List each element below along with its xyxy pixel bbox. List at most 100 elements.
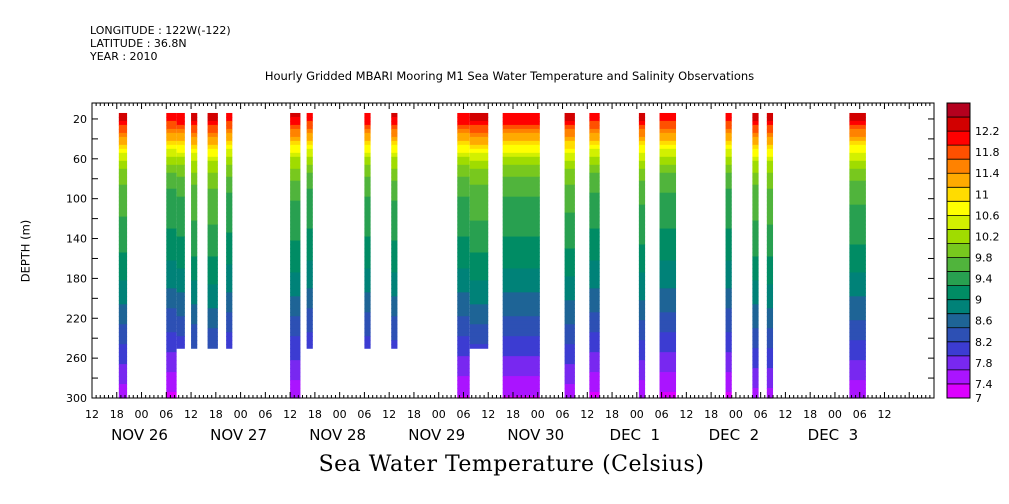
temperature-cell [766, 232, 774, 238]
temperature-cell [725, 252, 732, 258]
temperature-cell [457, 136, 470, 142]
temperature-cell [564, 344, 575, 349]
temperature-cell [638, 308, 646, 313]
temperature-cell [191, 212, 198, 218]
temperature-cell [502, 344, 540, 349]
x-date-label: DEC 3 [808, 426, 859, 444]
temperature-cell [364, 128, 371, 134]
temperature-cell [589, 252, 600, 258]
temperature-cell [766, 216, 774, 222]
colorbar-swatch [947, 341, 970, 357]
temperature-cell [364, 272, 371, 278]
temperature-cell [659, 204, 677, 210]
temperature-cell [766, 364, 774, 369]
temperature-cell [564, 216, 575, 222]
temperature-cell [752, 384, 759, 389]
temperature-cell [290, 248, 301, 254]
temperature-cell [659, 324, 677, 329]
temperature-cell [752, 172, 759, 178]
temperature-cell [589, 128, 600, 134]
temperature-cell [766, 132, 774, 138]
temperature-cell [502, 260, 540, 266]
temperature-cell [191, 328, 198, 333]
temperature-cell [589, 116, 600, 122]
temperature-cell [638, 384, 646, 389]
temperature-cell [752, 380, 759, 385]
temperature-cell [502, 164, 540, 170]
temperature-cell [725, 340, 732, 345]
temperature-cell [364, 284, 371, 289]
temperature-cell [752, 196, 759, 202]
temperature-cell [118, 396, 128, 399]
temperature-cell [564, 284, 575, 289]
colorbar-swatch [947, 299, 970, 315]
temperature-cell [638, 392, 646, 397]
temperature-cell [849, 192, 866, 198]
temperature-cell [502, 232, 540, 238]
temperature-cell [191, 296, 198, 301]
temperature-cell [191, 268, 198, 274]
temperature-cell [226, 304, 233, 309]
temperature-cell [457, 280, 470, 285]
temperature-cell [290, 188, 301, 194]
temperature-cell [391, 320, 398, 325]
temperature-cell [207, 224, 218, 230]
temperature-cell [207, 288, 218, 293]
temperature-cell [564, 168, 575, 174]
temperature-cell [118, 148, 128, 154]
temperature-cell [176, 212, 185, 218]
temperature-cell [725, 336, 732, 341]
temperature-cell [391, 296, 398, 301]
temperature-cell [659, 352, 677, 357]
temperature-cell [457, 268, 470, 274]
temperature-cell [306, 240, 313, 246]
temperature-cell [564, 176, 575, 182]
temperature-cell [469, 268, 489, 274]
temperature-cell [226, 272, 233, 278]
temperature-cell [176, 180, 185, 186]
temperature-cell [766, 260, 774, 266]
x-date-label: DEC 2 [709, 426, 760, 444]
temperature-cell [166, 164, 177, 170]
temperature-cell [364, 184, 371, 190]
temperature-cell [364, 140, 371, 146]
temperature-cell [564, 380, 575, 385]
temperature-cell [849, 116, 866, 122]
temperature-cell [502, 392, 540, 397]
temperature-cell [226, 340, 233, 345]
temperature-cell [457, 380, 470, 385]
temperature-cell [659, 316, 677, 321]
temperature-cell [166, 156, 177, 162]
temperature-cell [469, 120, 489, 126]
temperature-cell [589, 352, 600, 357]
temperature-cell [849, 236, 866, 242]
temperature-cell [564, 368, 575, 373]
x-hour-tick-label: 06 [655, 408, 669, 421]
temperature-cell [290, 192, 301, 198]
temperature-cell [364, 244, 371, 250]
temperature-cell [457, 180, 470, 186]
temperature-cell [589, 296, 600, 301]
temperature-cell [364, 288, 371, 293]
temperature-cell [166, 396, 177, 399]
temperature-cell [752, 388, 759, 393]
temperature-cell [849, 316, 866, 321]
temperature-cell [391, 328, 398, 333]
temperature-cell [725, 300, 732, 305]
temperature-cell [306, 280, 313, 285]
x-hour-tick-label: 00 [828, 408, 842, 421]
colorbar-label: 11 [975, 188, 989, 201]
temperature-cell [659, 372, 677, 377]
temperature-cell [766, 228, 774, 234]
temperature-cell [469, 152, 489, 158]
temperature-cell [564, 148, 575, 154]
temperature-cell [166, 332, 177, 337]
temperature-cell [564, 240, 575, 246]
temperature-cell [502, 132, 540, 138]
temperature-cell [226, 328, 233, 333]
temperature-cell [364, 196, 371, 202]
temperature-cell [166, 272, 177, 278]
temperature-cell [638, 344, 646, 349]
temperature-cell [849, 200, 866, 206]
